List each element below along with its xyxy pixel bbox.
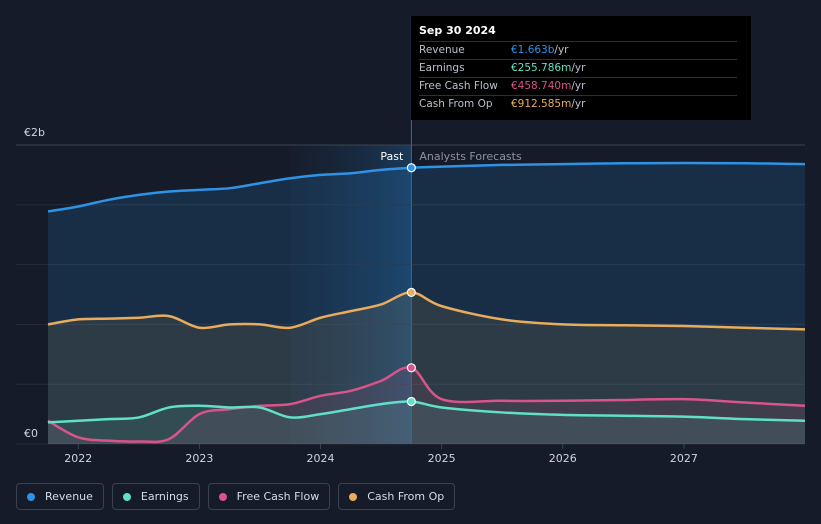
tooltip-label: Earnings xyxy=(419,62,465,74)
legend-dot-icon xyxy=(122,492,131,501)
tooltip-row: Cash From Op €912.585m /yr xyxy=(419,95,737,113)
tooltip-unit: /yr xyxy=(571,62,586,74)
tooltip-value: €912.585m xyxy=(511,98,572,110)
gridlines xyxy=(16,144,805,445)
legend-label: Revenue xyxy=(45,490,93,503)
y-tick-label: €2b xyxy=(24,126,45,139)
revenue-line xyxy=(47,161,806,213)
past-highlight-band xyxy=(290,145,412,444)
series-lines xyxy=(47,161,806,444)
tooltip-label: Free Cash Flow xyxy=(419,80,498,92)
tooltip: Sep 30 2024 Revenue €1.663b /yr Earnings €2… xyxy=(411,16,751,120)
earnings-line xyxy=(47,400,806,424)
x-tick-label: 2024 xyxy=(307,452,335,465)
past-label: Past xyxy=(380,150,404,163)
legend-label: Free Cash Flow xyxy=(236,490,320,503)
x-axis: 2022 2023 2024 2025 2026 2027 xyxy=(64,444,698,465)
tooltip-row: Free Cash Flow €458.740m /yr xyxy=(419,77,737,95)
legend-item-cash-from-op[interactable]: Cash From Op xyxy=(338,483,456,510)
tooltip-unit: /yr xyxy=(571,80,586,92)
x-tick-label: 2026 xyxy=(549,452,577,465)
forecast-label: Analysts Forecasts xyxy=(419,150,522,163)
x-tick-label: 2023 xyxy=(185,452,213,465)
tooltip-unit: /yr xyxy=(571,98,586,110)
fcf-line xyxy=(47,366,806,444)
legend-item-free-cash-flow[interactable]: Free Cash Flow xyxy=(207,483,331,510)
earnings-marker xyxy=(406,396,416,407)
tooltip-unit: /yr xyxy=(554,44,569,56)
revenue-area xyxy=(48,162,805,444)
legend-item-earnings[interactable]: Earnings xyxy=(111,483,200,510)
tooltip-value: €1.663b xyxy=(511,44,555,56)
earnings-area xyxy=(48,401,805,444)
tooltip-row: Earnings €255.786m /yr xyxy=(419,59,737,77)
x-tick-label: 2025 xyxy=(428,452,456,465)
series-areas xyxy=(48,162,805,444)
y-tick-label: €0 xyxy=(24,427,38,440)
fcf-marker xyxy=(406,363,416,373)
legend-label: Cash From Op xyxy=(367,490,445,503)
revenue-marker xyxy=(406,163,416,173)
legend-dot-icon xyxy=(349,492,358,501)
legend-item-revenue[interactable]: Revenue xyxy=(16,483,104,510)
tooltip-label: Revenue xyxy=(419,44,465,56)
legend: Revenue Earnings Free Cash Flow Cash From O… xyxy=(16,483,456,510)
tooltip-row: Revenue €1.663b /yr xyxy=(419,41,737,59)
legend-dot-icon xyxy=(218,492,227,501)
series-markers xyxy=(406,163,416,407)
tooltip-value: €255.786m xyxy=(511,62,572,74)
legend-label: Earnings xyxy=(140,490,189,503)
x-tick-label: 2027 xyxy=(670,452,698,465)
cfo-line xyxy=(47,291,806,331)
y-axis: €0 €2b xyxy=(24,126,45,440)
cfo-marker xyxy=(406,287,416,298)
tooltip-label: Cash From Op xyxy=(419,98,493,110)
legend-dot-icon xyxy=(27,492,35,501)
tooltip-date: Sep 30 2024 xyxy=(419,24,496,37)
tooltip-value: €458.740m xyxy=(511,80,572,92)
x-tick-label: 2022 xyxy=(64,452,92,465)
